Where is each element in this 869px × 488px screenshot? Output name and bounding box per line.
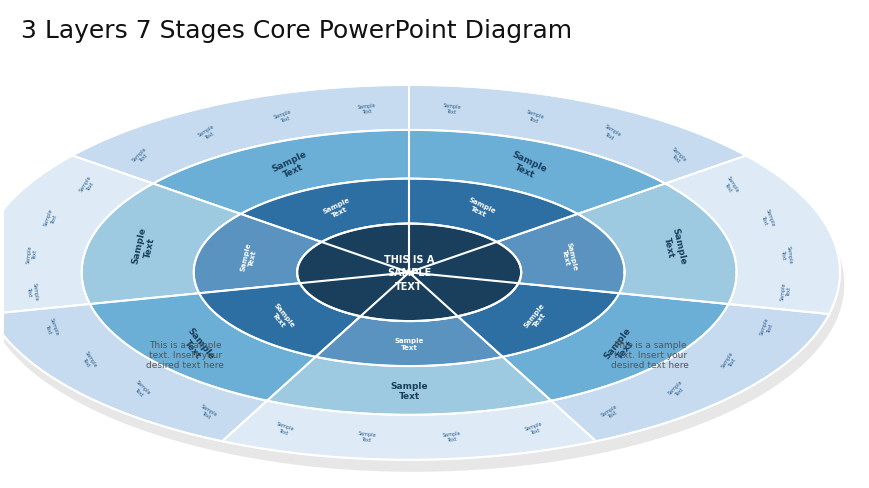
Polygon shape: [551, 305, 828, 441]
Text: Sample
Text: Sample Text: [196, 403, 218, 422]
Text: Sample
Text: Sample Text: [78, 175, 97, 196]
Polygon shape: [297, 224, 521, 322]
Text: Sample
Text: Sample Text: [394, 337, 423, 350]
Text: Sample
Text: Sample Text: [43, 208, 59, 229]
Text: Sample
Text: Sample Text: [667, 146, 687, 167]
Polygon shape: [457, 284, 619, 357]
Text: THIS IS A
SAMPLE
TEXT: THIS IS A SAMPLE TEXT: [383, 255, 434, 291]
Polygon shape: [0, 305, 267, 441]
Polygon shape: [0, 98, 843, 472]
Polygon shape: [408, 179, 577, 243]
Text: Sample
Text: Sample Text: [26, 282, 39, 301]
Polygon shape: [153, 131, 408, 214]
Polygon shape: [267, 357, 551, 415]
Polygon shape: [496, 214, 624, 294]
Text: Sample
Text: Sample Text: [78, 350, 97, 371]
Polygon shape: [90, 294, 315, 401]
Polygon shape: [408, 131, 665, 214]
Text: Sample
Text: Sample Text: [779, 244, 792, 264]
Text: Sample
Text: Sample Text: [667, 379, 687, 400]
Text: Sample
Text: Sample Text: [522, 302, 551, 333]
Text: Sample
Text: Sample Text: [130, 226, 158, 267]
Polygon shape: [408, 86, 745, 184]
Polygon shape: [577, 184, 736, 305]
Text: Sample
Text: Sample Text: [600, 124, 620, 143]
Text: Sample
Text: Sample Text: [322, 197, 354, 221]
Text: Sample
Text: Sample Text: [660, 226, 687, 267]
Text: Sample
Text: Sample Text: [390, 381, 428, 400]
Polygon shape: [502, 294, 727, 401]
Polygon shape: [72, 86, 408, 184]
Text: Sample
Text: Sample Text: [240, 241, 259, 273]
Text: Sample
Text: Sample Text: [43, 317, 59, 338]
Text: Sample
Text: Sample Text: [356, 103, 376, 116]
Text: Sample
Text: Sample Text: [523, 109, 544, 125]
Polygon shape: [315, 317, 502, 366]
Text: Sample
Text: Sample Text: [177, 325, 216, 367]
Text: Sample
Text: Sample Text: [559, 241, 578, 273]
Polygon shape: [199, 284, 360, 357]
Text: Sample
Text: Sample Text: [130, 379, 151, 400]
Polygon shape: [0, 156, 153, 314]
Polygon shape: [82, 184, 241, 305]
Text: Sample
Text: Sample Text: [130, 146, 151, 167]
Polygon shape: [665, 156, 839, 314]
Text: Sample
Text: Sample Text: [267, 302, 295, 333]
Text: 3 Layers 7 Stages Core PowerPoint Diagram: 3 Layers 7 Stages Core PowerPoint Diagra…: [22, 19, 572, 42]
Text: Sample
Text: Sample Text: [463, 197, 495, 221]
Text: Sample
Text: Sample Text: [505, 150, 547, 183]
Text: Sample
Text: Sample Text: [196, 124, 218, 143]
Text: Sample
Text: Sample Text: [356, 430, 376, 443]
Polygon shape: [194, 214, 322, 294]
Polygon shape: [241, 179, 408, 243]
Text: Sample
Text: Sample Text: [600, 403, 620, 422]
Text: Sample
Text: Sample Text: [779, 282, 792, 301]
Text: Sample
Text: Sample Text: [758, 317, 774, 338]
Polygon shape: [222, 401, 595, 460]
Text: Sample
Text: Sample Text: [273, 109, 294, 125]
Text: Sample
Text: Sample Text: [441, 103, 461, 116]
Text: Sample
Text: Sample Text: [273, 420, 294, 436]
Text: Sample
Text: Sample Text: [441, 430, 461, 443]
Text: Sample
Text: Sample Text: [720, 175, 739, 196]
Text: Sample
Text: Sample Text: [601, 325, 640, 367]
Text: Sample
Text: Sample Text: [720, 350, 739, 371]
Text: This is a sample
text. Insert your
desired text here: This is a sample text. Insert your desir…: [146, 340, 224, 370]
Text: Sample
Text: Sample Text: [26, 244, 39, 264]
Text: This is a sample
text. Insert your
desired text here: This is a sample text. Insert your desir…: [611, 340, 688, 370]
Text: Sample
Text: Sample Text: [523, 420, 544, 436]
Text: Sample
Text: Sample Text: [270, 150, 312, 183]
Text: Sample
Text: Sample Text: [758, 208, 774, 229]
